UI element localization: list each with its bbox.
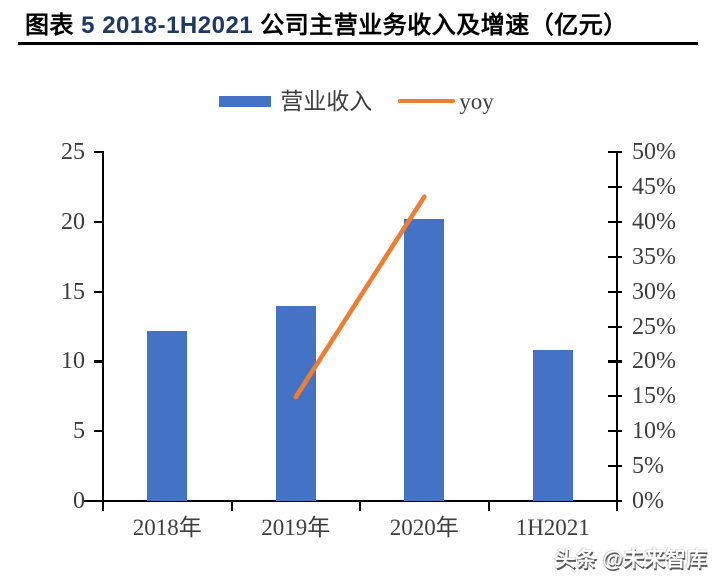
right-axis-tick-label: 25% — [632, 313, 676, 340]
figure-title: 图表 5 2018-1H2021 公司主营业务收入及增速（亿元） — [25, 5, 628, 40]
bottom-axis-line — [84, 500, 621, 503]
right-axis-tick — [608, 151, 622, 154]
right-axis-tick-label: 20% — [632, 348, 676, 375]
left-axis-tick-label: 20 — [61, 208, 85, 235]
left-axis-line — [101, 151, 105, 503]
right-axis-tick — [608, 290, 622, 293]
legend-label-revenue: 营业收入 — [280, 88, 373, 114]
figure-title-seg: 公司主营业务收入及增速（亿元） — [253, 12, 628, 39]
right-axis-tick — [608, 500, 622, 503]
x-axis-tick — [487, 501, 490, 511]
left-axis-tick-label: 25 — [61, 139, 85, 165]
left-axis-tick — [94, 290, 104, 293]
left-axis-tick-label: 10 — [61, 348, 85, 375]
right-axis-tick — [608, 465, 622, 468]
chart-legend: 营业收入 yoy — [0, 85, 713, 117]
figure-title-seg: 5 2018-1H2021 — [81, 12, 254, 39]
right-axis-tick-label: 5% — [632, 453, 664, 480]
figure-title-seg: 图表 — [25, 12, 82, 39]
revenue-bar — [532, 350, 573, 501]
legend-line-swatch-icon — [398, 98, 456, 104]
x-axis-category-label: 2019年 — [261, 515, 331, 540]
revenue-bar — [404, 219, 445, 501]
right-axis-tick — [608, 360, 622, 363]
x-axis-category-label: 1H2021 — [515, 515, 590, 540]
left-axis-tick — [94, 500, 104, 503]
right-axis-tick-label: 35% — [632, 243, 676, 270]
x-axis-category-label: 2018年 — [132, 515, 202, 540]
right-axis-tick-label: 30% — [632, 278, 676, 305]
x-axis-tick — [102, 501, 105, 511]
left-axis-tick — [94, 151, 104, 154]
right-axis-tick-label: 45% — [632, 173, 676, 200]
legend-bar-swatch-icon — [219, 95, 272, 107]
left-axis-tick-label: 15 — [61, 278, 85, 305]
left-axis-tick — [94, 360, 104, 363]
right-axis-tick-label: 15% — [632, 383, 676, 410]
right-axis-tick — [608, 395, 622, 398]
watermark: 头条 @未来智库 — [554, 548, 707, 571]
x-axis-category-label: 2020年 — [389, 515, 459, 540]
right-axis-tick — [608, 430, 622, 433]
right-axis-tick — [608, 185, 622, 189]
right-axis-tick-label: 50% — [632, 139, 676, 165]
revenue-bar — [275, 305, 316, 501]
left-axis-tick — [94, 220, 104, 223]
right-axis-tick-label: 0% — [632, 488, 664, 514]
x-axis-tick — [230, 501, 233, 511]
right-axis-tick-label: 10% — [632, 418, 676, 445]
right-axis-tick-label: 40% — [632, 208, 676, 235]
right-axis-tick — [608, 255, 622, 258]
left-axis-tick-label: 0 — [73, 488, 85, 514]
right-axis-tick — [608, 325, 622, 328]
x-axis-tick — [616, 501, 619, 511]
x-axis-tick — [359, 501, 362, 511]
title-underline — [18, 42, 698, 45]
left-axis-tick — [94, 430, 104, 433]
legend-label-yoy: yoy — [459, 88, 494, 114]
left-axis-tick-label: 5 — [73, 418, 85, 445]
revenue-bar — [147, 330, 188, 501]
right-axis-tick — [608, 220, 622, 223]
